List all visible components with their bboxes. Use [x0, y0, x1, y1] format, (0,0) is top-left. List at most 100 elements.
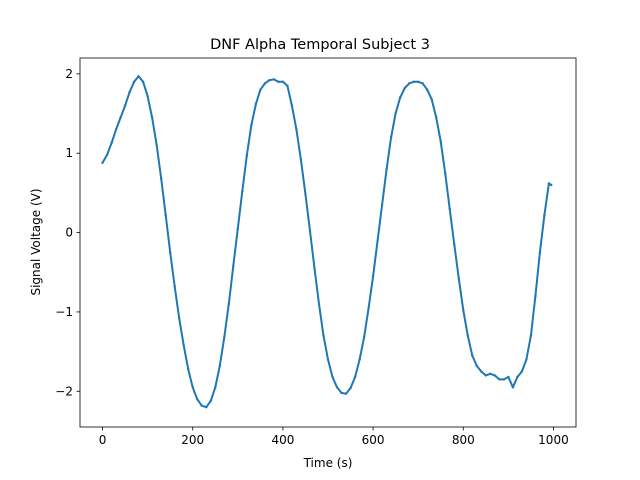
data-point: [489, 372, 492, 375]
data-point: [123, 104, 127, 107]
data-point: [232, 264, 235, 268]
data-point: [205, 406, 208, 409]
chart-title: DNF Alpha Temporal Subject 3: [210, 37, 430, 53]
y-tick-label: 2: [65, 67, 73, 81]
data-point: [453, 243, 456, 246]
data-point: [160, 177, 163, 180]
data-point: [241, 190, 244, 193]
data-point: [209, 399, 212, 402]
data-point: [385, 167, 388, 171]
y-axis: −2 −1 0 1 2: [55, 67, 80, 398]
data-point: [444, 171, 447, 175]
data-point: [403, 87, 406, 90]
x-tick-label: 400: [271, 433, 294, 447]
data-point: [484, 374, 487, 377]
data-point: [367, 306, 370, 310]
data-point: [173, 285, 176, 288]
data-point: [110, 141, 113, 145]
data-point: [236, 227, 239, 230]
data-point: [412, 80, 415, 84]
data-point: [462, 309, 465, 312]
data-point: [245, 154, 248, 157]
data-point: [380, 203, 384, 206]
data-point: [371, 275, 375, 278]
data-point: [196, 398, 199, 401]
data-point: [331, 375, 334, 379]
y-tick-label: −2: [55, 384, 73, 398]
x-axis-label: Time (s): [303, 456, 353, 470]
data-point: [340, 391, 343, 395]
data-point: [182, 344, 185, 347]
data-point: [471, 354, 474, 357]
data-point: [376, 239, 379, 242]
data-point: [394, 112, 397, 115]
data-point: [304, 193, 307, 196]
data-point: [155, 144, 158, 147]
data-point: [511, 386, 515, 389]
data-point: [335, 386, 339, 389]
data-point: [114, 128, 118, 131]
data-point: [268, 79, 271, 82]
data-point: [169, 251, 172, 254]
data-point: [200, 404, 203, 407]
data-point: [254, 102, 258, 106]
data-point: [187, 367, 190, 371]
data-point: [277, 80, 280, 84]
data-point: [498, 378, 501, 381]
data-point: [290, 104, 294, 107]
data-point: [435, 116, 438, 119]
data-point: [362, 336, 366, 339]
data-point: [547, 182, 551, 185]
data-point: [119, 116, 122, 119]
data-point: [150, 116, 154, 119]
plot-frame: [79, 57, 577, 428]
data-point: [132, 80, 136, 84]
data-point: [516, 375, 519, 379]
data-point: [398, 96, 402, 99]
data-point: [250, 124, 253, 127]
data-point: [105, 153, 109, 156]
data-point: [538, 251, 542, 254]
data-points: [101, 75, 553, 409]
data-point: [353, 375, 357, 379]
x-tick-label: 600: [362, 433, 385, 447]
data-point: [191, 386, 194, 389]
data-point: [475, 364, 478, 368]
data-point: [322, 334, 325, 337]
data-point: [529, 334, 533, 337]
data-point: [299, 158, 303, 161]
x-tick-label: 200: [181, 433, 204, 447]
data-point: [349, 386, 352, 390]
data-point: [214, 386, 217, 389]
data-point: [295, 128, 298, 131]
data-point: [421, 82, 424, 85]
y-tick-label: 1: [65, 146, 73, 160]
data-point: [146, 94, 149, 98]
data-point: [326, 358, 330, 361]
data-point: [317, 302, 321, 306]
data-point: [141, 80, 145, 84]
x-axis: 0 200 400 600 800 1000: [99, 427, 569, 447]
data-point: [493, 374, 496, 377]
data-point: [101, 161, 104, 164]
data-point: [137, 75, 140, 78]
data-point: [128, 90, 131, 94]
data-point: [389, 136, 393, 139]
data-point: [313, 267, 316, 270]
data-point: [417, 80, 420, 84]
data-point: [520, 370, 524, 373]
data-point: [457, 277, 460, 280]
x-tick-label: 800: [452, 433, 475, 447]
data-point: [507, 375, 510, 379]
data-point: [408, 82, 411, 85]
data-point: [430, 98, 433, 101]
y-tick-label: 0: [65, 226, 73, 240]
data-point: [227, 302, 230, 306]
data-point: [178, 317, 181, 320]
data-point: [263, 82, 267, 85]
data-point: [281, 80, 285, 84]
data-point: [218, 364, 221, 368]
data-point: [286, 84, 289, 88]
